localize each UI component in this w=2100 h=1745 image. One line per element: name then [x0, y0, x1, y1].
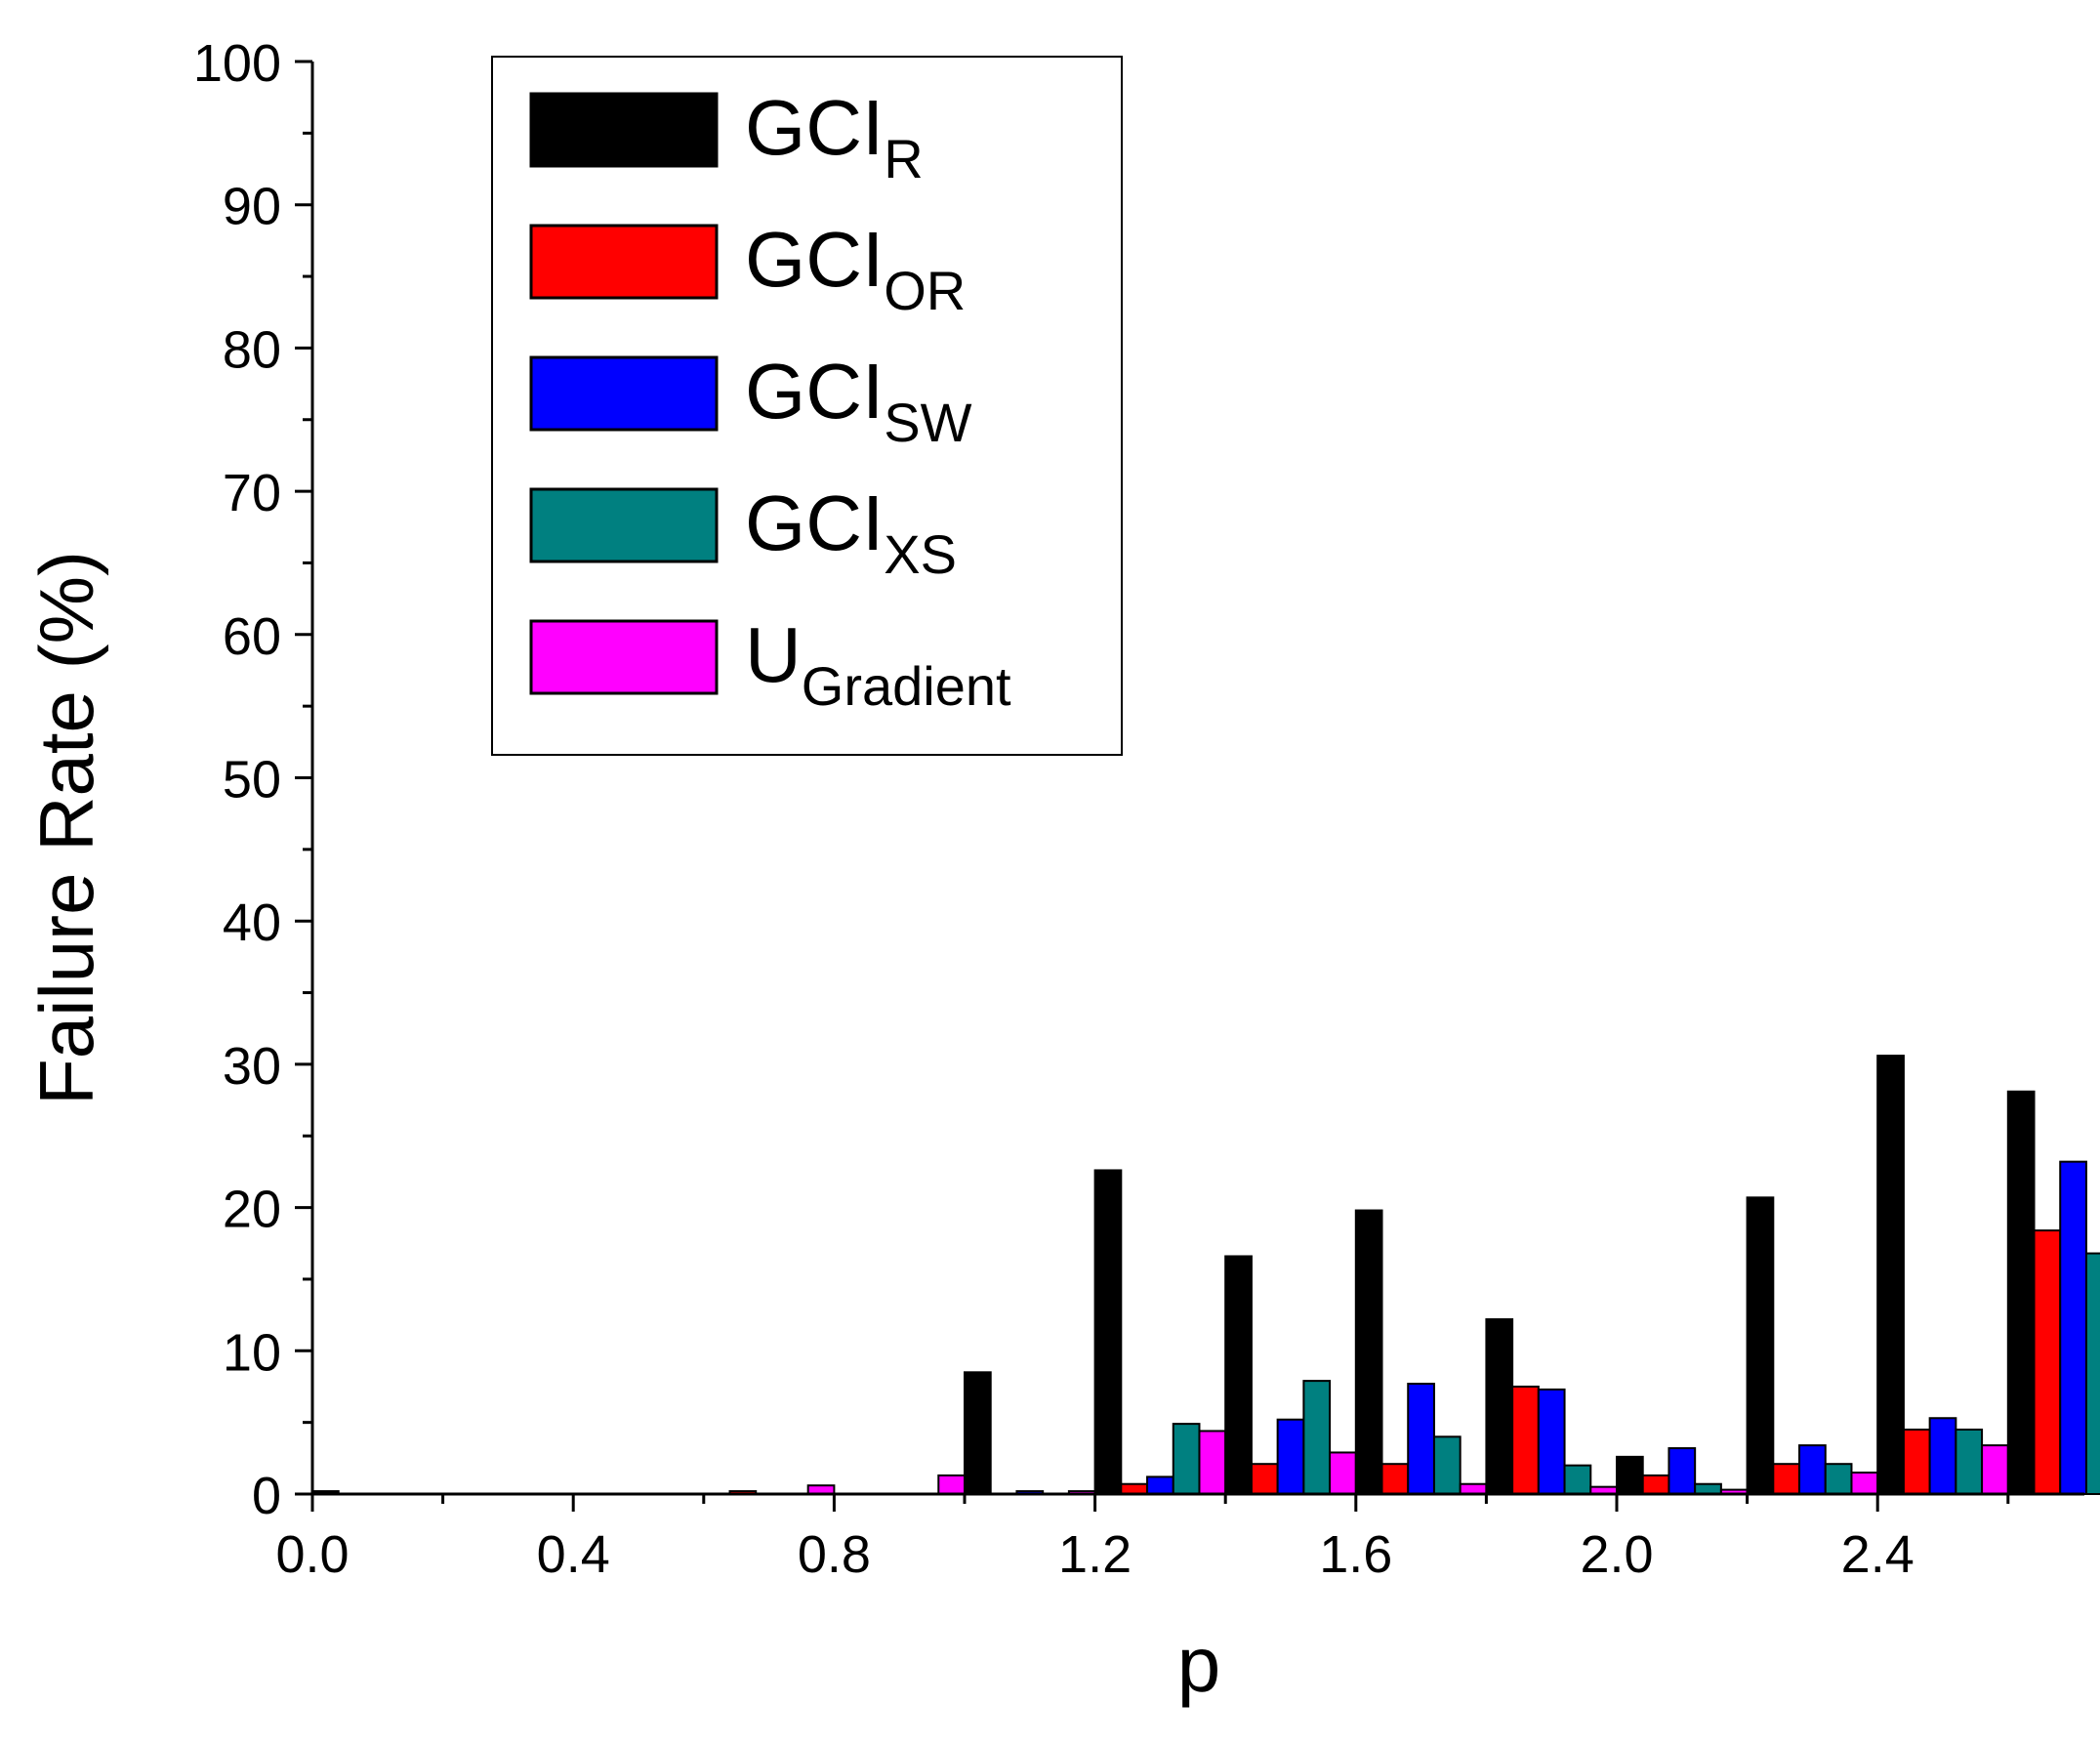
bar-gci-or-12 [1902, 1428, 1931, 1495]
y-tick-label: 100 [193, 34, 281, 93]
bar-u-gradient-4 [937, 1474, 967, 1495]
legend-swatch-r [529, 92, 719, 168]
bar-gci-r-7 [1224, 1255, 1253, 1496]
x-tick-label: 0.0 [275, 1525, 349, 1584]
x-tick-label: 0.4 [537, 1525, 610, 1584]
y-tick-label: 90 [223, 178, 281, 236]
x-tick-label: 1.6 [1319, 1525, 1392, 1584]
legend-swatch-sw [529, 355, 719, 432]
y-tick-label: 70 [223, 464, 281, 522]
legend-label-gradient: UGradient [745, 611, 1011, 717]
bar-gci-or-7 [1250, 1463, 1279, 1495]
bar-u-gradient-8 [1459, 1482, 1488, 1495]
bar-gci-r-9 [1485, 1318, 1514, 1495]
y-axis-label: Failure Rate (%) [23, 551, 109, 1105]
bar-gci-sw-13 [2059, 1160, 2087, 1495]
bar-gci-or-11 [1772, 1463, 1801, 1495]
bar-gci-xs-11 [1824, 1463, 1853, 1495]
x-tick-label: 2.0 [1580, 1525, 1653, 1584]
bars-layer [311, 1055, 2100, 1496]
x-tick-label: 1.2 [1058, 1525, 1132, 1584]
bar-gci-xs-12 [1955, 1428, 1984, 1495]
bar-gci-or-10 [1641, 1474, 1670, 1495]
bar-gci-or-9 [1511, 1385, 1540, 1495]
bar-gci-or-6 [1120, 1482, 1149, 1495]
y-tick-label: 20 [223, 1181, 281, 1239]
bar-gci-sw-11 [1798, 1444, 1827, 1495]
bar-gci-r-11 [1746, 1196, 1775, 1496]
y-tick-label: 10 [223, 1323, 281, 1382]
legend-label-sw: GCISW [745, 348, 972, 453]
bar-gci-xs-9 [1563, 1464, 1592, 1496]
y-tick-label: 80 [223, 320, 281, 379]
bar-gci-sw-12 [1928, 1417, 1957, 1496]
legend-label-xs: GCIXS [745, 479, 957, 585]
x-tick-label: 2.4 [1841, 1525, 1915, 1584]
bar-gci-or-8 [1380, 1463, 1410, 1495]
bar-gci-xs-6 [1172, 1423, 1201, 1495]
bar-gci-sw-10 [1668, 1447, 1697, 1496]
bar-gci-or-13 [2033, 1229, 2062, 1496]
y-tick-label: 30 [223, 1037, 281, 1096]
bar-gci-xs-13 [2084, 1252, 2100, 1495]
bar-gci-sw-6 [1146, 1475, 1174, 1495]
bar-gci-xs-8 [1432, 1435, 1462, 1495]
bar-gci-sw-9 [1537, 1388, 1566, 1496]
legend: GCIR GCIOR GCISW GCIXS UGradient [491, 56, 1123, 756]
y-tick-label: 0 [252, 1467, 281, 1525]
bar-gci-r-13 [2006, 1090, 2036, 1495]
bar-u-gradient-7 [1329, 1451, 1357, 1496]
bar-gci-r-6 [1093, 1169, 1123, 1495]
bar-gci-r-12 [1876, 1055, 1905, 1496]
bar-gci-r-8 [1354, 1209, 1383, 1496]
bar-gci-xs-7 [1302, 1380, 1332, 1496]
bar-gci-xs-10 [1694, 1482, 1722, 1495]
legend-swatch-gradient [529, 619, 719, 695]
bar-u-gradient-11 [1850, 1471, 1879, 1495]
bar-gci-sw-7 [1276, 1418, 1305, 1495]
x-tick-label: 0.8 [798, 1525, 871, 1584]
legend-swatch-or [529, 224, 719, 300]
legend-label-or: GCIOR [745, 216, 966, 321]
bar-gci-sw-8 [1407, 1383, 1435, 1496]
bar-gci-r-10 [1616, 1455, 1644, 1496]
legend-swatch-xs [529, 487, 719, 563]
y-tick-label: 50 [223, 751, 281, 810]
bar-u-gradient-12 [1981, 1444, 2009, 1495]
axes-layer: 0 10 20 30 40 50 60 70 80 90 100 0.0 0.4 0.8 1.2 1.6 2.0… [193, 34, 2084, 1584]
legend-label-r: GCIR [745, 84, 924, 189]
bar-gci-r-5 [964, 1371, 992, 1496]
y-tick-label: 60 [223, 607, 281, 666]
x-axis-label: p [1177, 1621, 1221, 1708]
y-tick-label: 40 [223, 893, 281, 952]
bar-u-gradient-6 [1198, 1430, 1227, 1496]
